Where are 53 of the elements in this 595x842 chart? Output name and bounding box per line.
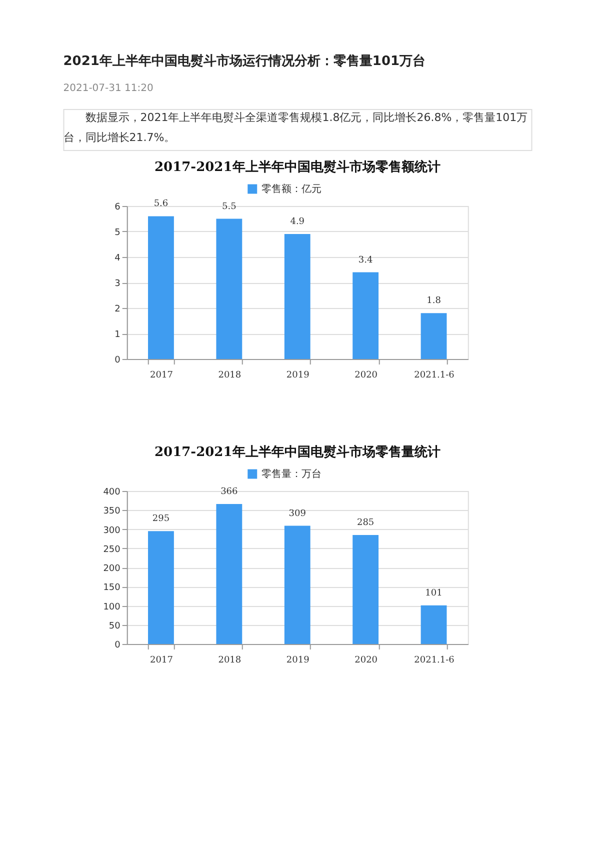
data-label: 1.8 [426, 296, 442, 306]
data-label: 3.4 [358, 255, 373, 266]
data-label: 5.5 [222, 202, 237, 212]
x-tick-label: 2021.1-6 [414, 370, 455, 380]
y-tick-label: 2 [114, 304, 120, 314]
y-tick-label: 4 [114, 254, 121, 264]
bar [284, 234, 310, 359]
bar [216, 504, 242, 644]
x-tick-label: 2018 [218, 656, 242, 666]
text: 2021-07-31 11:20 [63, 83, 154, 94]
y-tick-label: 300 [103, 526, 121, 536]
text: 2021年上半年中国电熨斗市场运行情况分析：零售量101万台 [63, 53, 426, 69]
bar [420, 605, 447, 644]
x-tick-label: 2017 [150, 370, 174, 380]
bar [420, 313, 447, 359]
bar [284, 526, 310, 644]
bar [216, 218, 242, 359]
x-tick-label: 2019 [286, 370, 310, 380]
x-tick-label: 2018 [218, 370, 242, 380]
y-tick-label: 50 [108, 621, 121, 632]
y-tick-label: 150 [103, 583, 121, 594]
data-label: 5.6 [154, 199, 168, 210]
bar [352, 272, 379, 359]
legend-label: 零售额：亿元 [261, 183, 322, 195]
data-label: 4.9 [290, 217, 305, 228]
y-tick-label: 100 [103, 602, 121, 612]
text: 数据显示，2021年上半年电熨斗全渠道零售规模1.8亿元，同比增长26.8%，零售量101万台，同比增长21.7%。 [63, 111, 528, 144]
bar [148, 531, 174, 644]
y-tick-label: 1 [114, 330, 120, 340]
y-tick-label: 350 [103, 506, 121, 517]
chart-title: 2017-2021年上半年中国电熨斗市场零售量统计 [154, 444, 440, 460]
data-label: 285 [356, 518, 374, 528]
x-tick-label: 2020 [354, 370, 378, 380]
x-tick-label: 2019 [286, 656, 310, 666]
data-label: 295 [152, 514, 170, 524]
y-tick-label: 0 [114, 356, 121, 366]
y-tick-label: 5 [114, 228, 120, 238]
data-label: 309 [288, 508, 306, 519]
chart-title: 2017-2021年上半年中国电熨斗市场零售额统计 [154, 159, 440, 175]
x-tick-label: 2017 [150, 656, 174, 666]
x-tick-label: 2020 [354, 656, 378, 666]
data-label: 101 [425, 588, 442, 598]
y-tick-label: 400 [103, 488, 121, 498]
data-label: 366 [220, 487, 238, 498]
bar [352, 534, 379, 644]
legend-label: 零售量：万台 [261, 468, 322, 480]
y-tick-label: 3 [114, 279, 120, 289]
y-tick-label: 0 [114, 640, 121, 650]
y-tick-label: 200 [103, 564, 121, 574]
bar [148, 216, 174, 359]
y-tick-label: 6 [114, 202, 121, 212]
y-tick-label: 250 [103, 544, 121, 555]
x-tick-label: 2021.1-6 [414, 656, 455, 666]
